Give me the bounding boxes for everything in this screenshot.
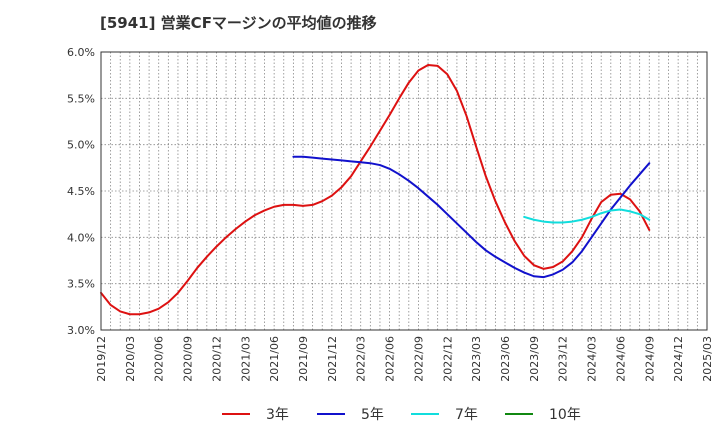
x-tick-label: 2021/03 bbox=[239, 336, 252, 382]
x-tick-label: 2023/03 bbox=[470, 336, 483, 382]
x-tick-label: 2020/09 bbox=[182, 336, 195, 382]
x-tick-label: 2020/12 bbox=[210, 336, 223, 382]
y-tick-label: 4.0% bbox=[67, 231, 95, 244]
x-tick-label: 2024/06 bbox=[614, 336, 627, 382]
x-tick-label: 2022/03 bbox=[355, 336, 368, 382]
x-axis-ticks: 2019/12 2020/03 2020/06 2020/09 2020/12 2021/… bbox=[95, 336, 714, 382]
legend: 3年 5年 7年 10年 bbox=[222, 407, 581, 423]
x-tick-label: 2024/12 bbox=[672, 336, 685, 382]
legend-label: 3年 bbox=[266, 407, 289, 423]
plot-border bbox=[100, 51, 708, 331]
y-tick-label: 4.5% bbox=[67, 185, 95, 198]
x-tick-label: 2022/09 bbox=[412, 336, 425, 382]
y-tick-label: 5.5% bbox=[67, 92, 95, 105]
chart-title: [5941] 営業CFマージンの平均値の推移 bbox=[100, 14, 377, 32]
x-tick-label: 2021/06 bbox=[268, 336, 281, 382]
x-tick-label: 2021/09 bbox=[297, 336, 310, 382]
x-tick-label: 2025/03 bbox=[701, 336, 714, 382]
series-line-2 bbox=[523, 208, 651, 224]
x-tick-label: 2024/03 bbox=[586, 336, 599, 382]
x-tick-label: 2022/06 bbox=[384, 336, 397, 382]
y-tick-label: 6.0% bbox=[67, 46, 95, 59]
x-tick-label: 2021/12 bbox=[326, 336, 339, 382]
x-tick-label: 2022/12 bbox=[441, 336, 454, 382]
x-tick-label: 2020/03 bbox=[124, 336, 137, 382]
series-line-1 bbox=[292, 155, 651, 279]
y-axis-ticks: 3.0% 3.5% 4.0% 4.5% 5.0% 5.5% 6.0% bbox=[67, 46, 95, 337]
series-line-0 bbox=[100, 63, 651, 316]
x-tick-label: 2019/12 bbox=[95, 336, 108, 382]
series-layer bbox=[100, 63, 651, 316]
legend-label: 10年 bbox=[549, 407, 581, 423]
x-tick-label: 2023/12 bbox=[557, 336, 570, 382]
y-tick-label: 3.0% bbox=[67, 324, 95, 337]
x-tick-label: 2020/06 bbox=[153, 336, 166, 382]
y-tick-label: 3.5% bbox=[67, 278, 95, 291]
x-tick-label: 2023/06 bbox=[499, 336, 512, 382]
grid-lines bbox=[101, 51, 707, 331]
legend-label: 5年 bbox=[361, 407, 384, 423]
x-tick-label: 2024/09 bbox=[643, 336, 656, 382]
x-tick-label: 2023/09 bbox=[528, 336, 541, 382]
y-tick-label: 5.0% bbox=[67, 139, 95, 152]
legend-label: 7年 bbox=[455, 407, 478, 423]
